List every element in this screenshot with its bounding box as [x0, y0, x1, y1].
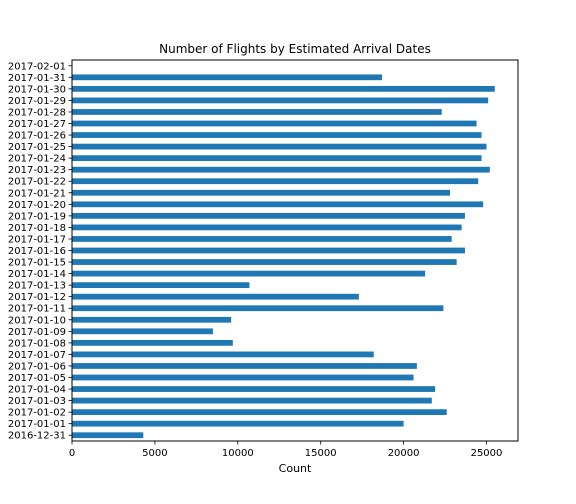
bar-2017-01-16: [72, 248, 465, 254]
bar-2017-01-07: [72, 352, 374, 358]
bar-2017-01-25: [72, 144, 486, 150]
bar-2017-01-06: [72, 363, 417, 369]
bar-2017-01-26: [72, 132, 482, 138]
y-tick-label: 2017-01-09: [8, 327, 66, 338]
bar-2016-12-31: [72, 432, 143, 438]
chart-title: Number of Flights by Estimated Arrival D…: [159, 42, 431, 56]
y-tick-label: 2017-01-29: [8, 96, 66, 107]
x-tick-label: 25000: [471, 448, 503, 459]
x-tick-label: 0: [69, 448, 75, 459]
bar-2017-01-29: [72, 98, 488, 104]
y-tick-label: 2017-01-27: [8, 119, 66, 130]
y-tick-label: 2017-01-04: [8, 385, 66, 396]
y-tick-label: 2017-01-20: [8, 200, 66, 211]
y-tick-label: 2017-01-23: [8, 165, 66, 176]
y-tick-label: 2017-01-28: [8, 107, 66, 118]
bar-2017-01-18: [72, 225, 462, 231]
bar-2017-01-15: [72, 259, 457, 265]
y-tick-label: 2017-01-08: [8, 338, 66, 349]
y-tick-label: 2017-01-30: [8, 84, 66, 95]
y-tick-label: 2017-01-17: [8, 234, 66, 245]
bar-2017-01-28: [72, 109, 442, 115]
bar-2017-01-24: [72, 155, 482, 161]
bar-2017-01-03: [72, 398, 432, 404]
bar-2017-01-12: [72, 294, 359, 300]
bar-2017-01-14: [72, 271, 425, 277]
y-axis: 2016-12-312017-01-012017-01-022017-01-03…: [8, 61, 72, 441]
y-tick-label: 2017-01-15: [8, 258, 66, 269]
y-tick-label: 2017-01-03: [8, 396, 66, 407]
y-tick-label: 2017-01-26: [8, 131, 66, 142]
bar-2017-01-08: [72, 340, 233, 346]
x-tick-label: 20000: [388, 448, 420, 459]
y-tick-label: 2017-01-05: [8, 373, 66, 384]
bar-2017-01-09: [72, 328, 213, 334]
bar-2017-01-21: [72, 190, 450, 196]
bar-2017-01-10: [72, 317, 231, 323]
bar-2017-01-11: [72, 305, 443, 311]
y-tick-label: 2017-01-21: [8, 188, 66, 199]
y-tick-label: 2016-12-31: [8, 431, 66, 442]
y-tick-label: 2017-01-01: [8, 419, 66, 430]
x-axis-label: Count: [279, 462, 312, 475]
bar-2017-01-22: [72, 178, 478, 184]
bar-2017-01-20: [72, 201, 483, 207]
bar-2017-01-31: [72, 74, 382, 80]
y-tick-label: 2017-01-07: [8, 350, 66, 361]
y-tick-label: 2017-01-31: [8, 73, 66, 84]
y-tick-label: 2017-01-02: [8, 408, 66, 419]
y-tick-label: 2017-01-14: [8, 269, 66, 280]
bar-2017-01-23: [72, 167, 490, 173]
bar-2017-01-04: [72, 386, 435, 392]
y-tick-label: 2017-01-24: [8, 154, 66, 165]
bar-2017-01-17: [72, 236, 452, 242]
bar-2017-01-01: [72, 421, 404, 427]
bar-2017-01-19: [72, 213, 465, 219]
y-tick-label: 2017-01-10: [8, 315, 66, 326]
y-tick-label: 2017-01-06: [8, 361, 66, 372]
y-tick-label: 2017-02-01: [8, 61, 66, 72]
x-tick-label: 10000: [222, 448, 254, 459]
bar-2017-01-27: [72, 121, 477, 127]
y-tick-label: 2017-01-12: [8, 292, 66, 303]
bar-2017-01-13: [72, 282, 249, 288]
x-tick-label: 15000: [305, 448, 337, 459]
y-tick-label: 2017-01-22: [8, 177, 66, 188]
bar-2017-01-30: [72, 86, 495, 92]
y-tick-label: 2017-01-18: [8, 223, 66, 234]
y-tick-label: 2017-01-11: [8, 304, 66, 315]
x-axis: 0 5000 10000 15000 20000 25000: [69, 441, 503, 459]
y-tick-label: 2017-01-19: [8, 211, 66, 222]
bar-2017-01-02: [72, 409, 447, 415]
bar-2017-01-05: [72, 375, 414, 381]
y-tick-label: 2017-01-25: [8, 142, 66, 153]
bars-group: [72, 74, 495, 438]
x-tick-label: 5000: [142, 448, 167, 459]
y-tick-label: 2017-01-13: [8, 281, 66, 292]
y-tick-label: 2017-01-16: [8, 246, 66, 257]
